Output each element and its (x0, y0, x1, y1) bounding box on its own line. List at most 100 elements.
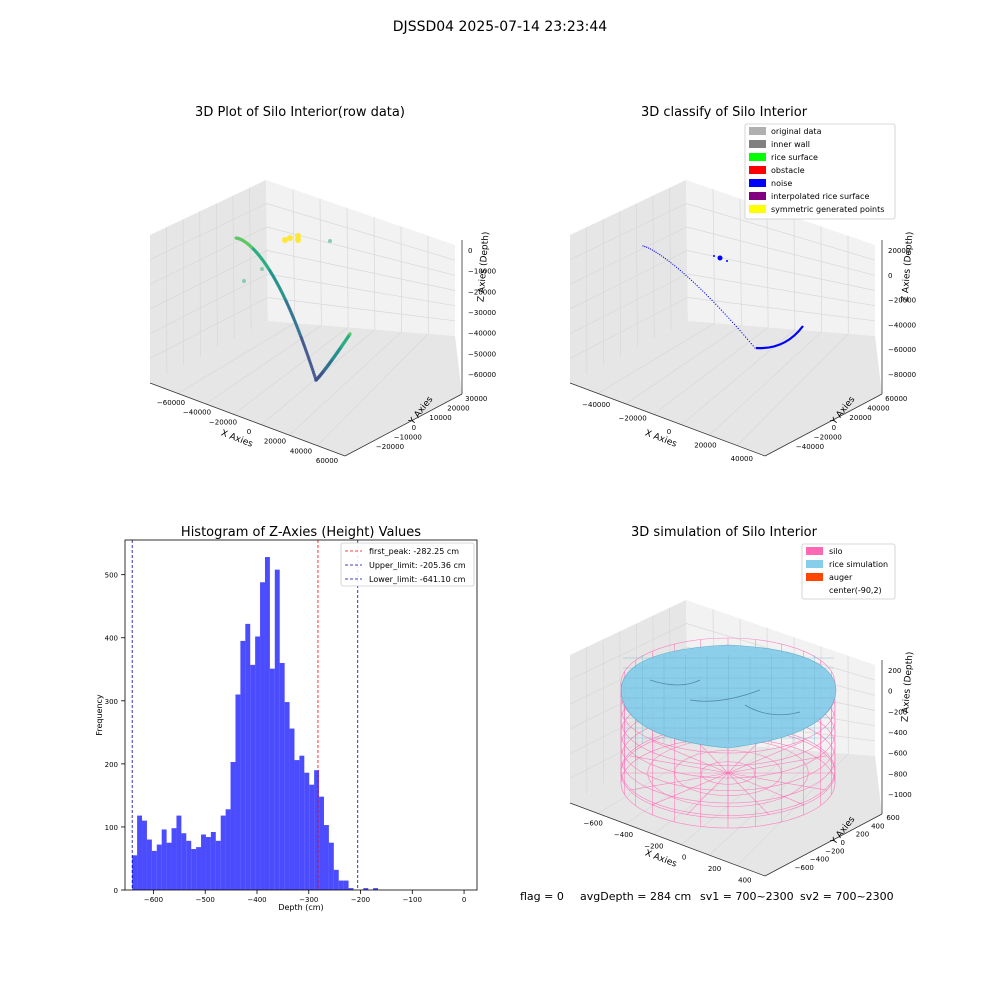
histogram-bar (299, 755, 305, 890)
legend-label: noise (771, 179, 792, 188)
noise-point (702, 290, 704, 292)
raw-x-tick-label: −60000 (157, 399, 185, 407)
histogram-bar (289, 728, 295, 890)
noise-point (713, 301, 715, 303)
noise-point (746, 338, 749, 340)
noise-point (709, 297, 711, 300)
raw-y-tick-label: −10000 (394, 434, 422, 442)
histogram-bar (323, 825, 329, 890)
noise-point (685, 274, 687, 276)
raw-floor-pane (150, 321, 462, 456)
silo-floor-spoke (629, 755, 729, 774)
simulation-y-tick-label: −600 (795, 864, 814, 872)
noise-point (649, 248, 652, 250)
noise-point (704, 292, 706, 294)
classify-grid-line (569, 297, 876, 359)
histogram-bar (142, 820, 147, 890)
raw-grid-line (149, 226, 456, 285)
noise-point (739, 330, 741, 332)
simulation-x-tick-label: 0 (682, 854, 686, 862)
legend-label: silo (829, 547, 843, 556)
raw-y-tick-label: −20000 (376, 443, 404, 451)
legend-label: Lower_limit: -641.10 cm (369, 575, 466, 584)
raw-z-tick-label: −20000 (468, 288, 496, 296)
raw-grid-line (149, 250, 456, 310)
legend-swatch (806, 560, 823, 568)
raw-y-tick-label: 20000 (447, 405, 469, 413)
histogram-bar (319, 796, 324, 890)
legend-swatch (749, 179, 766, 187)
histogram-bar (201, 834, 206, 890)
simulation-z-tick-label: −600 (888, 750, 907, 758)
histogram-y-tick-label: 300 (105, 698, 118, 706)
histogram-bar (196, 847, 202, 890)
simulation-x-tick-label: 400 (738, 876, 751, 884)
raw-3d-plot: 3D Plot of Silo Interior(row data) −6000… (149, 105, 496, 465)
simulation-y-tick-label: 400 (871, 822, 884, 830)
classify-x-tick-label: −40000 (582, 401, 610, 409)
raw-data-point (295, 233, 301, 239)
simulation-x-tick-label: −200 (644, 842, 663, 850)
histogram-bar (230, 761, 236, 890)
histogram-bar (132, 855, 138, 890)
simulation-z-tick-label: 200 (888, 667, 901, 675)
noise-point (707, 296, 709, 298)
histogram-bar (205, 837, 211, 890)
legend-swatch (749, 127, 766, 135)
classify-grid-line (569, 273, 876, 334)
simulation-z-tick-label: −800 (888, 770, 907, 778)
histogram-y-tick-label: 400 (105, 635, 118, 643)
classify-x-tick-label: 0 (667, 428, 671, 436)
silo-floor-spoke (652, 740, 729, 774)
simulation-grid-line (681, 749, 796, 845)
legend-swatch (749, 140, 766, 148)
noise-point (689, 278, 691, 280)
histogram-bar (240, 640, 246, 890)
raw-z-tick-label: −10000 (468, 268, 496, 276)
histogram-bar (264, 557, 270, 890)
noise-point (711, 299, 713, 302)
raw-data-point (260, 267, 264, 271)
histogram-y-tick-label: 100 (105, 824, 118, 832)
classify-z-tick-label: −20000 (888, 297, 916, 305)
histogram-bar (245, 623, 251, 890)
histogram-bar (176, 815, 182, 890)
legend-label: obstacle (771, 166, 805, 175)
classify-grid-line (736, 333, 849, 446)
histogram-bar (373, 888, 379, 890)
noise-point (718, 307, 721, 309)
noise-point (726, 315, 728, 317)
noise-point (677, 268, 680, 270)
simulation-plot-title: 3D simulation of Silo Interior (631, 525, 818, 540)
raw-grid-line (177, 322, 295, 394)
classify-legend: original data inner wall rice surface obsta… (744, 123, 896, 220)
histogram-x-tick-label: −400 (247, 896, 266, 904)
histogram-bar (250, 664, 256, 890)
noise-point (661, 255, 663, 257)
histogram-bar (338, 880, 344, 890)
simulation-grid-line (597, 742, 715, 814)
classify-back-left-pane (570, 180, 688, 383)
histogram-bar (274, 569, 280, 890)
noise-point (676, 266, 678, 268)
simulation-y-tick-label: 0 (841, 839, 845, 847)
noise-point (653, 250, 655, 252)
legend-label: center(-90,2) (829, 586, 882, 595)
noise-point (683, 273, 685, 275)
legend-label: rice simulation (829, 560, 888, 569)
histogram-bar (328, 842, 334, 890)
noise-point (646, 246, 648, 248)
histogram-bar (235, 694, 241, 890)
raw-z-tick-label: −40000 (468, 330, 496, 338)
raw-x-tick-label: 40000 (290, 447, 312, 455)
histogram-bar (161, 829, 167, 890)
classify-x-tick-label: −20000 (619, 414, 647, 422)
noise-point (679, 269, 681, 272)
status-footer: flag = 0 avgDepth = 284 cm sv1 = 700~230… (520, 890, 894, 903)
noise-point (664, 257, 667, 260)
noise-point (735, 325, 737, 328)
simulation-y-tick-label: −200 (825, 847, 844, 855)
histogram-bar (210, 831, 216, 890)
simulation-y-tick-label: 200 (856, 831, 869, 839)
simulation-grid-line (625, 744, 742, 825)
